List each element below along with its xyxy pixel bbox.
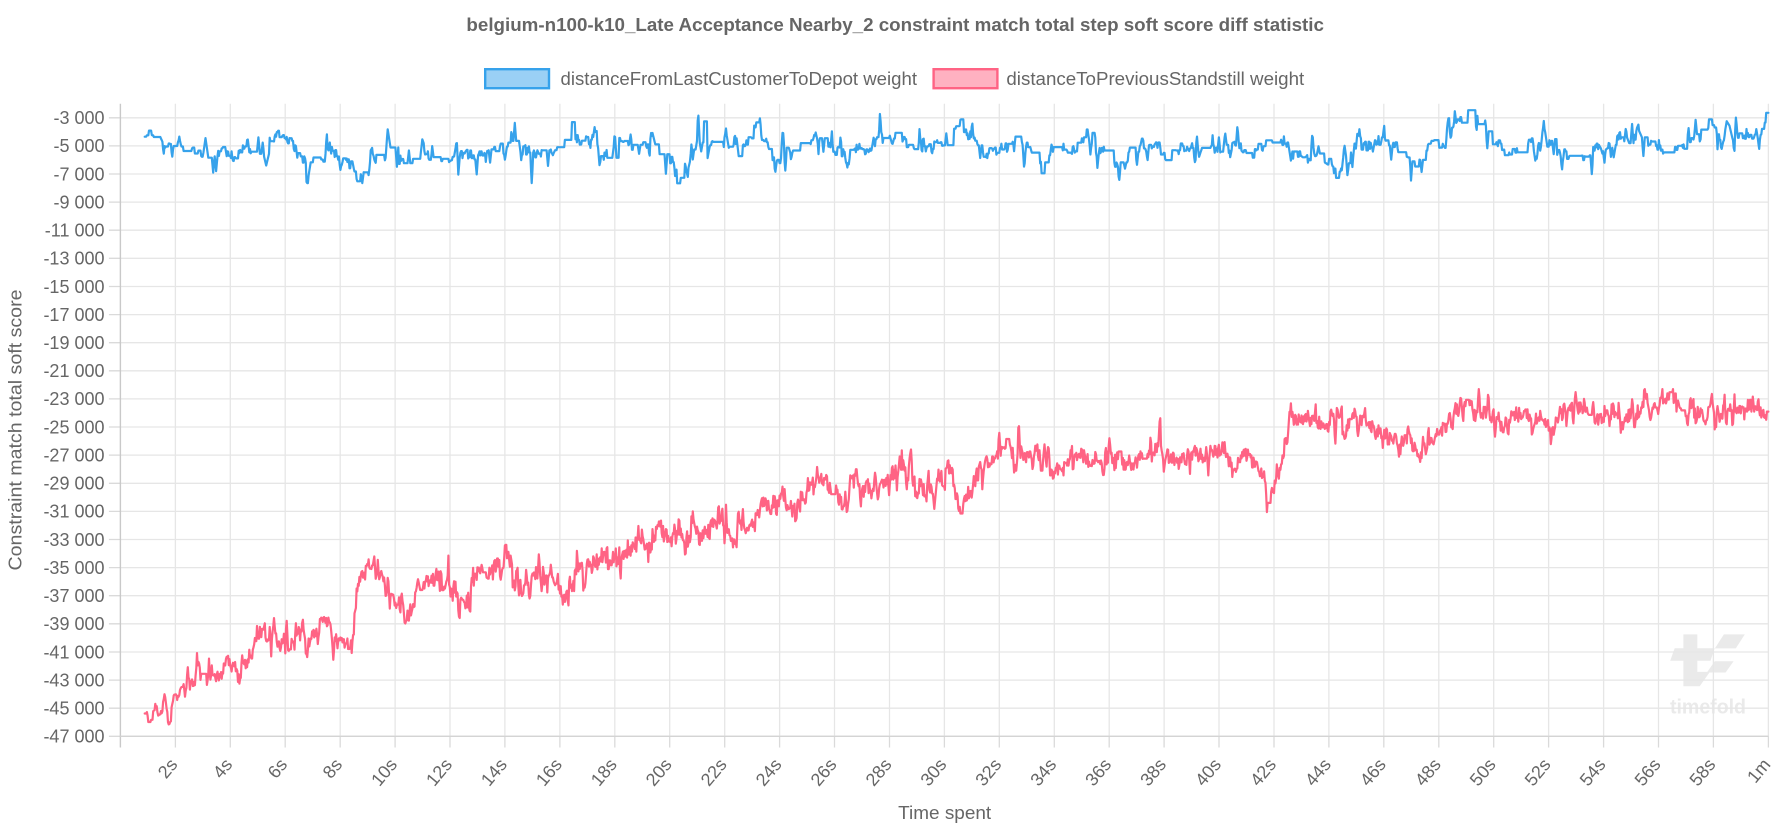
svg-text:-13 000: -13 000 [43, 249, 104, 269]
svg-text:-43 000: -43 000 [43, 670, 104, 690]
svg-text:10s: 10s [367, 755, 401, 790]
svg-text:46s: 46s [1356, 755, 1390, 790]
svg-text:48s: 48s [1411, 755, 1445, 790]
svg-text:-29 000: -29 000 [43, 474, 104, 494]
svg-text:-27 000: -27 000 [43, 445, 104, 465]
svg-text:44s: 44s [1301, 755, 1335, 790]
svg-text:-41 000: -41 000 [43, 642, 104, 662]
svg-text:-9 000: -9 000 [53, 192, 104, 212]
svg-text:50s: 50s [1466, 755, 1500, 790]
svg-text:22s: 22s [697, 755, 731, 790]
svg-text:52s: 52s [1521, 755, 1555, 790]
svg-text:belgium-n100-k10_Late Acceptan: belgium-n100-k10_Late Acceptance Nearby_… [466, 15, 1323, 35]
svg-text:26s: 26s [807, 755, 841, 790]
svg-text:-25 000: -25 000 [43, 417, 104, 437]
svg-text:4s: 4s [209, 755, 237, 782]
svg-text:-33 000: -33 000 [43, 530, 104, 550]
svg-text:36s: 36s [1081, 755, 1115, 790]
svg-text:8s: 8s [319, 755, 347, 782]
svg-text:-37 000: -37 000 [43, 586, 104, 606]
svg-text:-7 000: -7 000 [53, 164, 104, 184]
svg-text:-17 000: -17 000 [43, 305, 104, 325]
svg-text:-47 000: -47 000 [43, 727, 104, 747]
svg-text:-39 000: -39 000 [43, 614, 104, 634]
svg-text:distanceFromLastCustomerToDepo: distanceFromLastCustomerToDepot weight [561, 69, 918, 89]
svg-text:-21 000: -21 000 [43, 361, 104, 381]
svg-text:Constraint match total soft sc: Constraint match total soft score [6, 290, 26, 571]
svg-text:Time spent: Time spent [898, 803, 991, 823]
svg-text:-5 000: -5 000 [53, 136, 104, 156]
svg-text:16s: 16s [532, 755, 566, 790]
svg-text:38s: 38s [1136, 755, 1170, 790]
svg-text:42s: 42s [1246, 755, 1280, 790]
svg-text:14s: 14s [477, 755, 511, 790]
svg-text:-15 000: -15 000 [43, 277, 104, 297]
svg-text:-3 000: -3 000 [53, 108, 104, 128]
svg-text:-45 000: -45 000 [43, 699, 104, 719]
svg-text:28s: 28s [862, 755, 896, 790]
svg-text:12s: 12s [422, 755, 456, 790]
svg-text:-11 000: -11 000 [45, 221, 105, 241]
svg-text:timefold: timefold [1670, 696, 1746, 718]
svg-text:18s: 18s [587, 755, 621, 790]
svg-text:-19 000: -19 000 [43, 333, 104, 353]
svg-text:-31 000: -31 000 [43, 502, 104, 522]
svg-text:distanceToPreviousStandstill w: distanceToPreviousStandstill weight [1006, 69, 1304, 89]
svg-text:58s: 58s [1685, 755, 1719, 790]
svg-text:2s: 2s [154, 755, 182, 782]
svg-text:40s: 40s [1191, 755, 1225, 790]
svg-text:-35 000: -35 000 [43, 558, 104, 578]
svg-text:1m: 1m [1743, 755, 1774, 787]
svg-text:54s: 54s [1576, 755, 1610, 790]
svg-text:30s: 30s [916, 755, 950, 790]
svg-text:56s: 56s [1631, 755, 1665, 790]
svg-text:20s: 20s [642, 755, 676, 790]
svg-text:24s: 24s [752, 755, 786, 790]
svg-text:34s: 34s [1026, 755, 1060, 790]
svg-text:-23 000: -23 000 [43, 389, 104, 409]
svg-text:32s: 32s [971, 755, 1005, 790]
svg-text:6s: 6s [264, 755, 292, 782]
